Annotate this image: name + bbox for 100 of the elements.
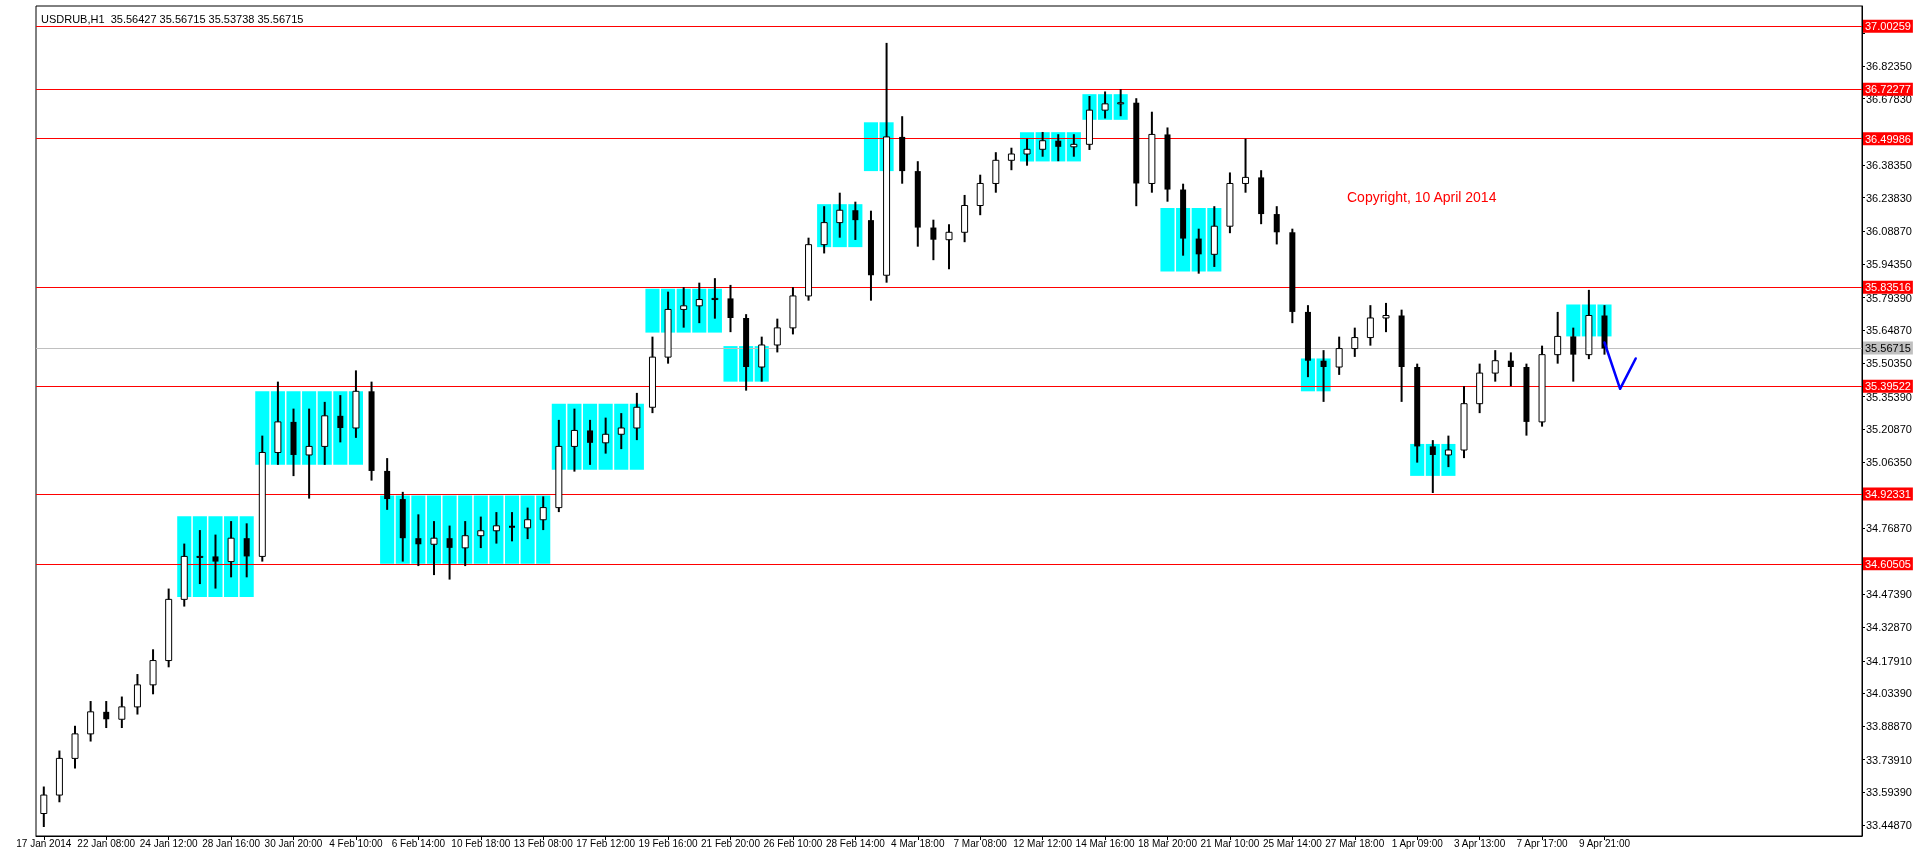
x-tick-label: 13 Feb 08:00 <box>513 837 574 849</box>
ref-line-label: 34.92331 <box>1865 488 1911 501</box>
x-tick-label: 7 Apr 17:00 <box>1516 837 1569 849</box>
bar <box>863 122 879 172</box>
candlestick <box>1570 326 1577 383</box>
candlestick <box>509 511 516 543</box>
x-tick-label: 28 Jan 16:00 <box>202 837 261 849</box>
annotation: Copyright, 10 April 2014 <box>1347 189 1497 205</box>
candlestick <box>1242 137 1250 194</box>
x-tick-label: 6 Feb 14:00 <box>391 837 446 849</box>
candlestick <box>227 520 235 579</box>
x-tick-label: 17 Feb 12:00 <box>576 837 636 849</box>
candlestick <box>430 520 438 577</box>
candlestick <box>1382 301 1390 334</box>
candlestick <box>711 277 719 320</box>
candlestick <box>212 533 219 590</box>
x-tick-label: 1 Apr 09:00 <box>1391 837 1444 849</box>
candlestick <box>1366 304 1374 347</box>
y-tick-label: 36.08870 <box>1866 225 1912 238</box>
candlestick <box>539 495 547 532</box>
x-tick-label: 21 Mar 10:00 <box>1200 837 1260 849</box>
candlestick <box>40 785 48 828</box>
y-tick-label: 36.23830 <box>1866 191 1912 204</box>
candlestick <box>1491 349 1499 383</box>
candlestick <box>930 218 937 262</box>
candlestick <box>415 513 422 568</box>
candlestick <box>446 524 453 581</box>
y-tick-label: 35.64870 <box>1866 324 1912 337</box>
bar <box>380 495 395 564</box>
candlestick <box>1023 137 1031 167</box>
candlestick <box>633 391 641 442</box>
x-tick-label: 22 Jan 08:00 <box>77 837 136 849</box>
candlestick <box>133 673 141 716</box>
candlestick <box>836 191 844 239</box>
y-tick-label: 35.35390 <box>1866 390 1912 403</box>
y-tick-label: 33.44870 <box>1866 819 1912 832</box>
candlestick <box>524 506 532 541</box>
candlestick <box>1351 326 1359 358</box>
candlestick <box>1273 205 1280 246</box>
text: USDRUB,H1 35.56427 35.56715 35.53738 35.56715 <box>41 12 304 25</box>
x-tick-label: 12 Mar 12:00 <box>1013 837 1073 849</box>
ref-line-label: 37.00259 <box>1865 20 1911 33</box>
ref-line-label: 36.49986 <box>1865 132 1911 145</box>
candlestick <box>1444 434 1452 469</box>
x-tick-label: 25 Mar 14:00 <box>1262 837 1323 849</box>
x-tick-label: 26 Feb 10:00 <box>763 837 823 849</box>
candlestick <box>587 418 594 466</box>
candlestick <box>727 283 734 334</box>
y-tick-label: 35.79390 <box>1866 291 1912 304</box>
x-tick-label: 17 Jan 2014 <box>16 837 72 849</box>
y-tick-label: 35.50350 <box>1866 356 1912 369</box>
candlestick <box>695 281 703 325</box>
y-tick-label: 34.32870 <box>1866 621 1912 634</box>
candlestick <box>1039 130 1047 158</box>
candlestick <box>852 200 859 241</box>
candlestick <box>477 515 485 550</box>
ref-line-label: 35.83516 <box>1865 281 1911 294</box>
candlestick <box>602 416 610 455</box>
y-tick-label: 33.59390 <box>1866 786 1912 799</box>
y-tick-label: 36.82350 <box>1866 59 1912 72</box>
y-tick-label: 35.06350 <box>1866 455 1912 468</box>
candlestick <box>87 700 95 743</box>
bar <box>1566 304 1581 337</box>
y-tick-label: 33.88870 <box>1866 720 1912 733</box>
candlestick <box>1335 335 1343 376</box>
candlestick <box>103 700 110 730</box>
x-tick-label: 14 Mar 16:00 <box>1075 837 1135 849</box>
x-tick-label: 24 Jan 12:00 <box>139 837 199 849</box>
y-tick-label: 34.47390 <box>1866 588 1912 601</box>
candlestick <box>1195 227 1202 275</box>
ref-line-label: 36.72277 <box>1865 83 1911 96</box>
x-tick-label: 18 Mar 20:00 <box>1138 837 1198 849</box>
y-tick-label: 34.76870 <box>1866 522 1912 535</box>
x-tick-label: 27 Mar 18:00 <box>1325 837 1385 849</box>
candlestick <box>1507 351 1514 388</box>
x-tick-label: 9 Apr 21:00 <box>1578 837 1631 849</box>
candlestick <box>680 286 688 329</box>
candlestick <box>617 412 625 451</box>
candlestick <box>976 173 984 217</box>
candlestick <box>992 151 1000 194</box>
candlestick <box>196 529 204 586</box>
x-tick-label: 4 Mar 18:00 <box>891 837 945 849</box>
candlestick <box>945 223 953 271</box>
candlestick <box>1007 146 1015 172</box>
x-tick-label: 19 Feb 16:00 <box>638 837 698 849</box>
y-tick-label: 35.94350 <box>1866 257 1912 270</box>
candlestick <box>570 407 578 473</box>
candlestick <box>492 511 500 545</box>
y-tick-label: 35.20870 <box>1866 423 1912 436</box>
y-tick-label: 34.17910 <box>1866 654 1912 667</box>
bar <box>504 495 520 564</box>
candlestick <box>243 522 250 579</box>
x-tick-label: 21 Feb 20:00 <box>701 837 761 849</box>
candlestick <box>118 695 126 730</box>
x-tick-label: 3 Apr 13:00 <box>1454 837 1506 849</box>
candlestick <box>337 394 344 444</box>
candlestick <box>1554 310 1562 365</box>
candlestick <box>773 317 781 354</box>
x-tick-label: 4 Feb 10:00 <box>329 837 384 849</box>
x-tick-label: 7 Mar 08:00 <box>953 837 1008 849</box>
